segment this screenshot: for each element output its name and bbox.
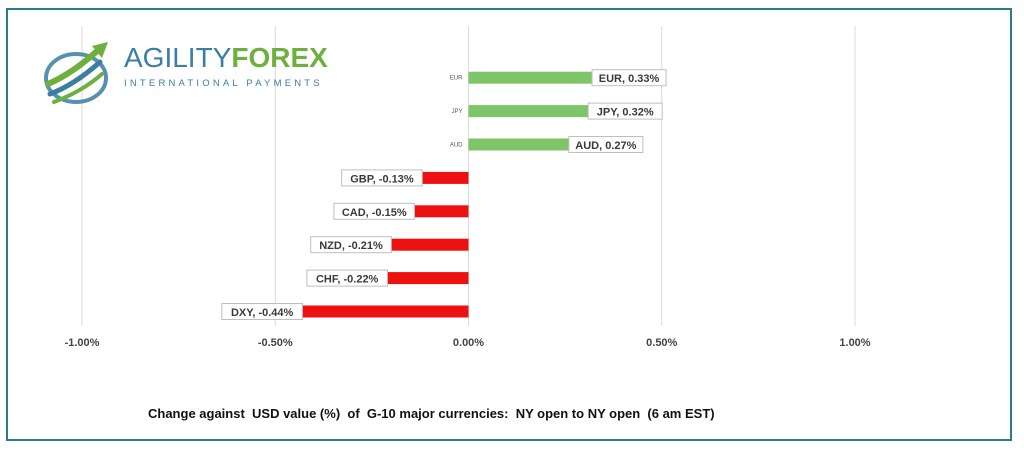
bars (298, 71, 597, 318)
bar-dxy (298, 305, 469, 318)
data-label-box (333, 202, 416, 220)
data-label-box (306, 269, 388, 287)
data-label-dxy: DXY, -0.44% (231, 307, 294, 319)
data-labels: EUR EUR, 0.33% JPY JPY, 0.32% AUD AUD, 0.27% G… (221, 69, 667, 320)
bar-aud (468, 138, 573, 151)
data-label-box (341, 169, 423, 187)
x-tick-label: 1.00% (839, 337, 870, 349)
x-tick-label: -0.50% (258, 337, 293, 349)
x-tick-label: -1.00% (65, 337, 100, 349)
chart-title: Change against USD value (%) of G-10 maj… (148, 406, 715, 421)
category-label: JPY (451, 109, 462, 115)
logo-word-agility: AGILITY (124, 42, 232, 73)
data-label-jpy: JPY, 0.32% (597, 107, 654, 119)
bar-eur (468, 71, 597, 84)
bar-chf (383, 272, 469, 285)
bar-jpy (468, 105, 593, 118)
logo-wordmark: AGILITYFOREX (124, 42, 328, 74)
data-label-nzd: NZD, -0.21% (319, 240, 383, 252)
data-label-aud: AUD, 0.27% (575, 140, 636, 152)
data-label-box (568, 136, 644, 153)
x-tick-label: 0.00% (453, 337, 484, 349)
logo-subtitle: INTERNATIONAL PAYMENTS (124, 78, 323, 89)
agility-forex-logo: AGILITYFOREX INTERNATIONAL PAYMENTS (40, 38, 328, 108)
logo-swirl-icon (44, 42, 108, 104)
bar-gbp (418, 171, 469, 184)
data-label-box (591, 69, 667, 87)
bar-cad (410, 205, 469, 218)
x-tick-label: 0.50% (646, 337, 677, 349)
category-label: AUD (450, 143, 463, 149)
data-label-cad: CAD, -0.15% (342, 207, 407, 219)
logo-word-forex: FOREX (231, 42, 328, 73)
category-label: EUR (450, 76, 463, 82)
data-label-box (221, 303, 303, 320)
bar-nzd (387, 238, 469, 251)
data-label-chf: CHF, -0.22% (316, 274, 379, 286)
data-label-box (587, 102, 663, 120)
data-label-gbp: GBP, -0.13% (350, 173, 414, 185)
data-label-box (310, 236, 392, 254)
x-tick-labels: -1.00% -0.50% 0.00% 0.50% 1.00% (65, 337, 871, 349)
data-label-eur: EUR, 0.33% (599, 73, 660, 85)
